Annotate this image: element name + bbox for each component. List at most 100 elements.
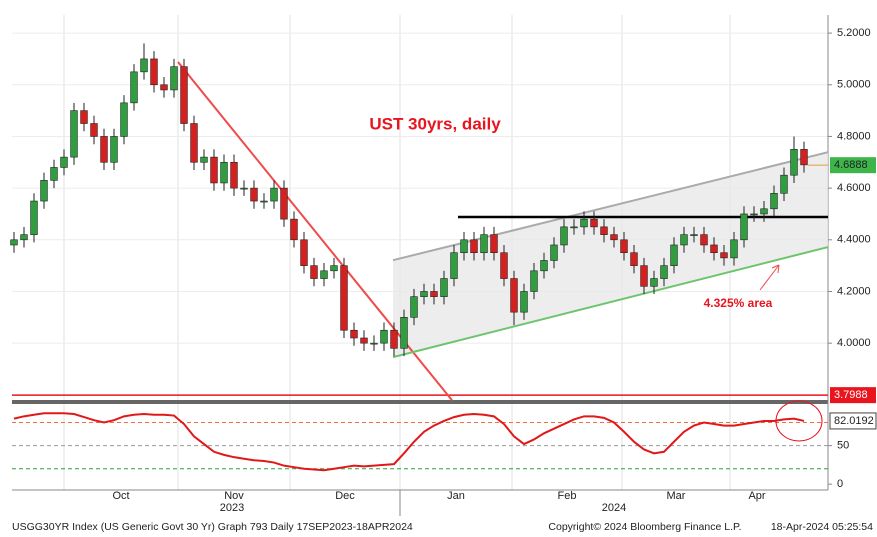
candle-body: [570, 226, 578, 229]
arrow: [759, 264, 780, 291]
candle-body: [180, 66, 188, 124]
y-tick-label: 4.4000: [837, 234, 871, 246]
candle-body: [250, 187, 258, 202]
candle-body: [20, 234, 28, 241]
candle-body: [530, 270, 538, 292]
candle-body: [410, 296, 418, 318]
candle-body: [370, 342, 378, 345]
candle-body: [210, 156, 218, 184]
candle-body: [680, 234, 688, 246]
candle-body: [70, 110, 78, 158]
candle-body: [470, 239, 478, 254]
chart-title: UST 30yrs, daily: [369, 114, 501, 133]
candle-body: [160, 84, 168, 91]
candle-body: [780, 174, 788, 194]
candle-body: [130, 71, 138, 104]
footer: USGG30YR Index (US Generic Govt 30 Yr) G…: [12, 521, 413, 533]
candle-body: [590, 218, 598, 228]
annotation: 4.325% area: [704, 296, 773, 310]
footer: 18-Apr-2024 05:25:54: [771, 521, 873, 533]
candle-body: [220, 161, 228, 184]
candle-body: [430, 291, 438, 297]
candle-body: [240, 187, 248, 190]
candle-body: [10, 239, 18, 246]
rsi-last-box: [829, 412, 877, 430]
candle-body: [450, 252, 458, 279]
candle-body: [320, 270, 328, 279]
y-tick-label: 5.2000: [837, 27, 871, 39]
candle-body: [790, 149, 798, 176]
candle-body: [510, 278, 518, 313]
candle-body: [460, 239, 468, 254]
candle-body: [140, 58, 148, 73]
footer: Copyright© 2024 Bloomberg Finance L.P.: [548, 521, 741, 533]
candle-body: [390, 329, 398, 349]
candle-body: [740, 213, 748, 241]
candle-body: [710, 244, 718, 254]
candle-body: [750, 213, 758, 216]
rsi-last-label: 82.0192: [834, 415, 874, 427]
candle-body: [670, 244, 678, 266]
candle-body: [700, 234, 708, 246]
y-tick-label: 4.8000: [837, 130, 871, 142]
x-tick-label: Mar: [667, 490, 686, 502]
candle-body: [500, 252, 508, 279]
candle-body: [330, 265, 338, 272]
candle-body: [480, 234, 488, 254]
last-price-label: 4.6888: [834, 159, 868, 171]
candle-body: [650, 278, 658, 287]
candle-body: [630, 252, 638, 266]
candle-body: [310, 265, 318, 279]
candle-body: [690, 234, 698, 236]
year-label: 2023: [220, 502, 244, 514]
y-tick-label: 0: [837, 478, 843, 490]
candle-body: [350, 329, 358, 339]
candle-body: [550, 244, 558, 261]
candle-body: [270, 187, 278, 202]
candle-body: [230, 161, 238, 189]
candle-body: [40, 180, 48, 202]
y-tick-label: 4.0000: [837, 337, 871, 349]
candle-body: [660, 265, 668, 279]
candle-body: [280, 187, 288, 220]
trend-line: [392, 246, 829, 359]
candle-body: [640, 265, 648, 287]
candle-body: [90, 123, 98, 137]
candle-body: [610, 234, 618, 241]
last-price-box: [830, 157, 876, 174]
candle-body: [440, 278, 448, 297]
candle-body: [360, 337, 368, 344]
arrow-head: [771, 264, 780, 274]
x-tick-label: Jan: [447, 490, 465, 502]
candle-body: [100, 136, 108, 163]
candle-body: [720, 252, 728, 259]
x-tick-label: Apr: [748, 490, 765, 502]
candle-body: [520, 291, 528, 313]
candle-body: [60, 156, 68, 168]
candle-body: [50, 167, 58, 181]
x-tick-label: Nov: [224, 490, 244, 502]
candle-body: [300, 239, 308, 266]
channel-fill: [393, 152, 828, 358]
candle-body: [290, 218, 298, 241]
candle-body: [620, 239, 628, 254]
level-label: 3.7988: [834, 389, 868, 401]
candle-body: [380, 329, 388, 344]
y-tick-label: 5.0000: [837, 79, 871, 91]
y-tick-label: 50: [837, 440, 849, 452]
x-tick-label: Dec: [335, 490, 355, 502]
y-tick-label: 4.2000: [837, 285, 871, 297]
y-tick-label: 4.6000: [837, 182, 871, 194]
candle-body: [120, 102, 128, 137]
candle-body: [30, 200, 38, 235]
level-box: [830, 387, 876, 404]
x-tick-label: Oct: [112, 490, 129, 502]
panel-divider: [12, 400, 828, 404]
candle-body: [600, 226, 608, 235]
candle-body: [560, 226, 568, 246]
candle-body: [80, 110, 88, 124]
candle-body: [770, 192, 778, 210]
rsi-line: [13, 412, 805, 472]
candle-body: [150, 58, 158, 86]
